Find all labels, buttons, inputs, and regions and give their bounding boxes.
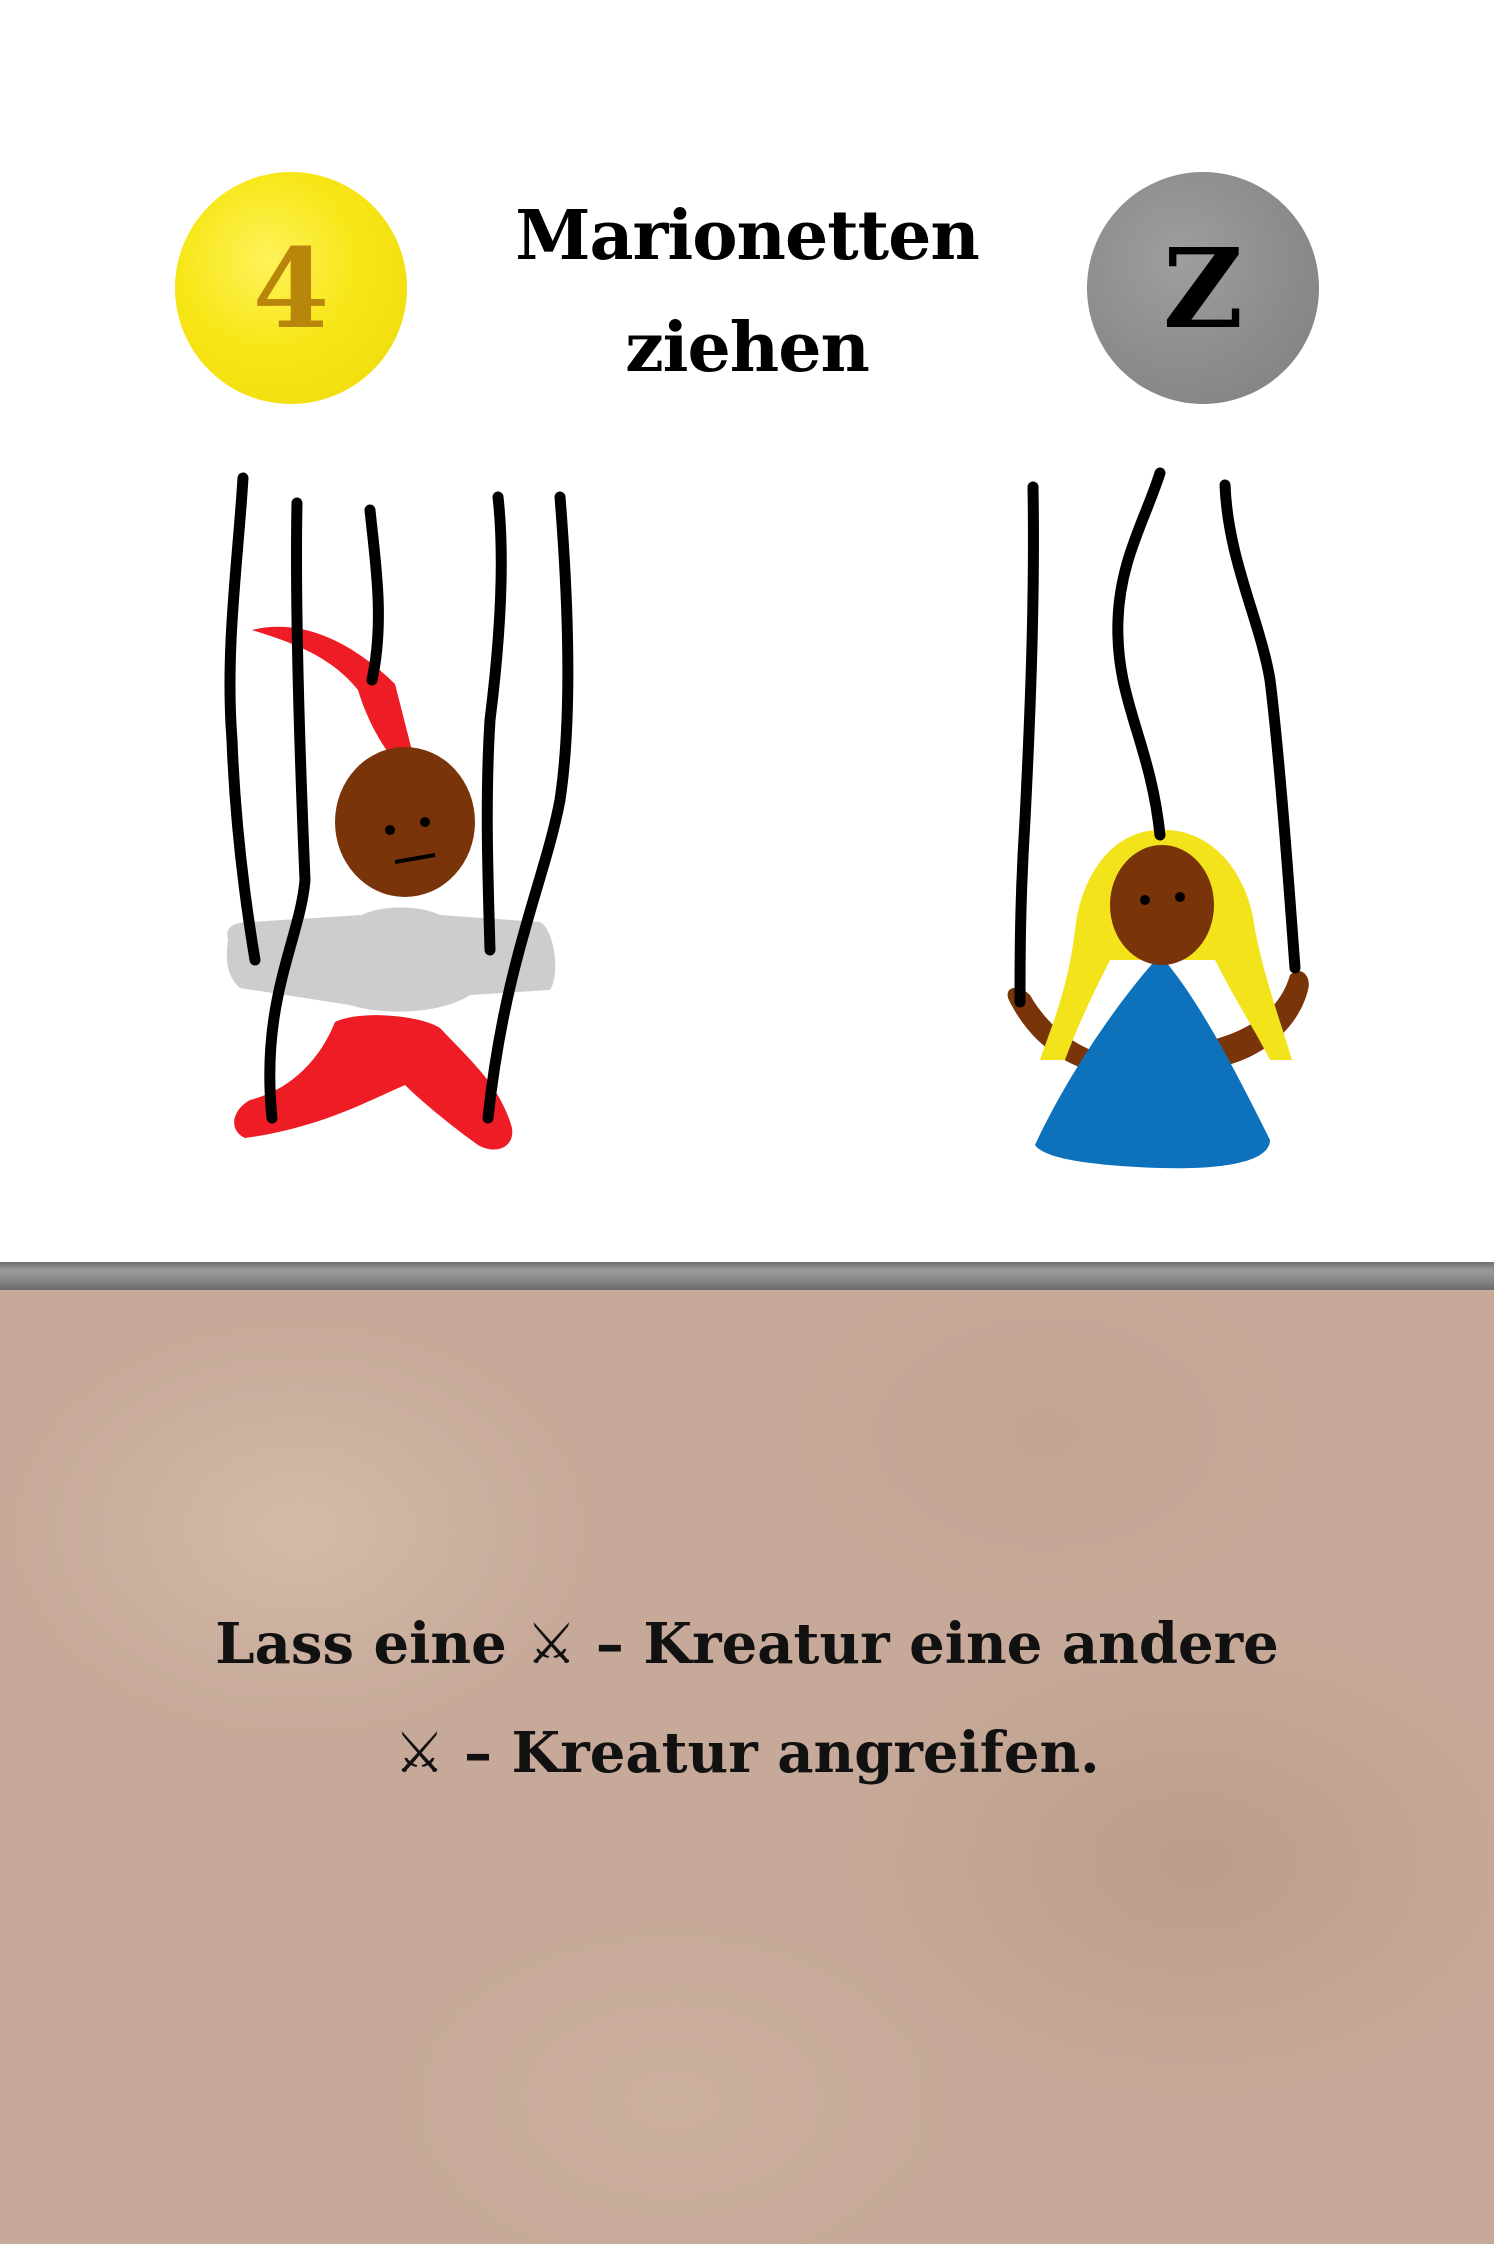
rules-text-box [0,1290,1494,2244]
jester-head [335,747,475,897]
girl-puppet [1007,467,1309,1169]
card-divider [0,1262,1494,1290]
girl-eye [1175,892,1185,902]
rules-line-2: ⚔ – Kreatur angreifen. [100,1699,1394,1808]
crossed-swords-icon: ⚔ [394,1721,445,1786]
rules-dash: – [576,1611,644,1677]
card-illustration [224,467,1309,1169]
card-title: Marionetten ziehen [447,180,1047,404]
jester-mouth [394,853,436,864]
rules-text-segment: Kreatur angreifen. [511,1720,1100,1786]
jester-strings [224,472,574,1124]
cost-value: 4 [252,223,330,353]
jester-eye [420,817,430,827]
rules-line-1: Lass eine ⚔ – Kreatur eine andere [100,1590,1394,1699]
girl-eye [1140,895,1150,905]
jester-legs [234,1015,513,1150]
rules-text-segment: Lass eine [215,1611,527,1677]
jester-eye [385,825,395,835]
type-coin: Z [1087,172,1319,404]
girl-strings [1014,467,1301,1008]
rules-text-segment: Kreatur eine andere [643,1611,1279,1677]
card-title-line2: ziehen [625,308,870,388]
girl-face [1110,845,1214,965]
cost-coin: 4 [175,172,407,404]
type-letter: Z [1162,223,1244,353]
girl-dress [1035,955,1270,1169]
jester-body [226,907,556,1012]
crossed-swords-icon: ⚔ [526,1612,577,1677]
rules-dash: – [444,1720,512,1786]
card-title-line1: Marionetten [515,196,980,276]
rules-text: Lass eine ⚔ – Kreatur eine andere ⚔ – Kr… [100,1590,1394,1808]
jester-puppet [224,472,574,1150]
